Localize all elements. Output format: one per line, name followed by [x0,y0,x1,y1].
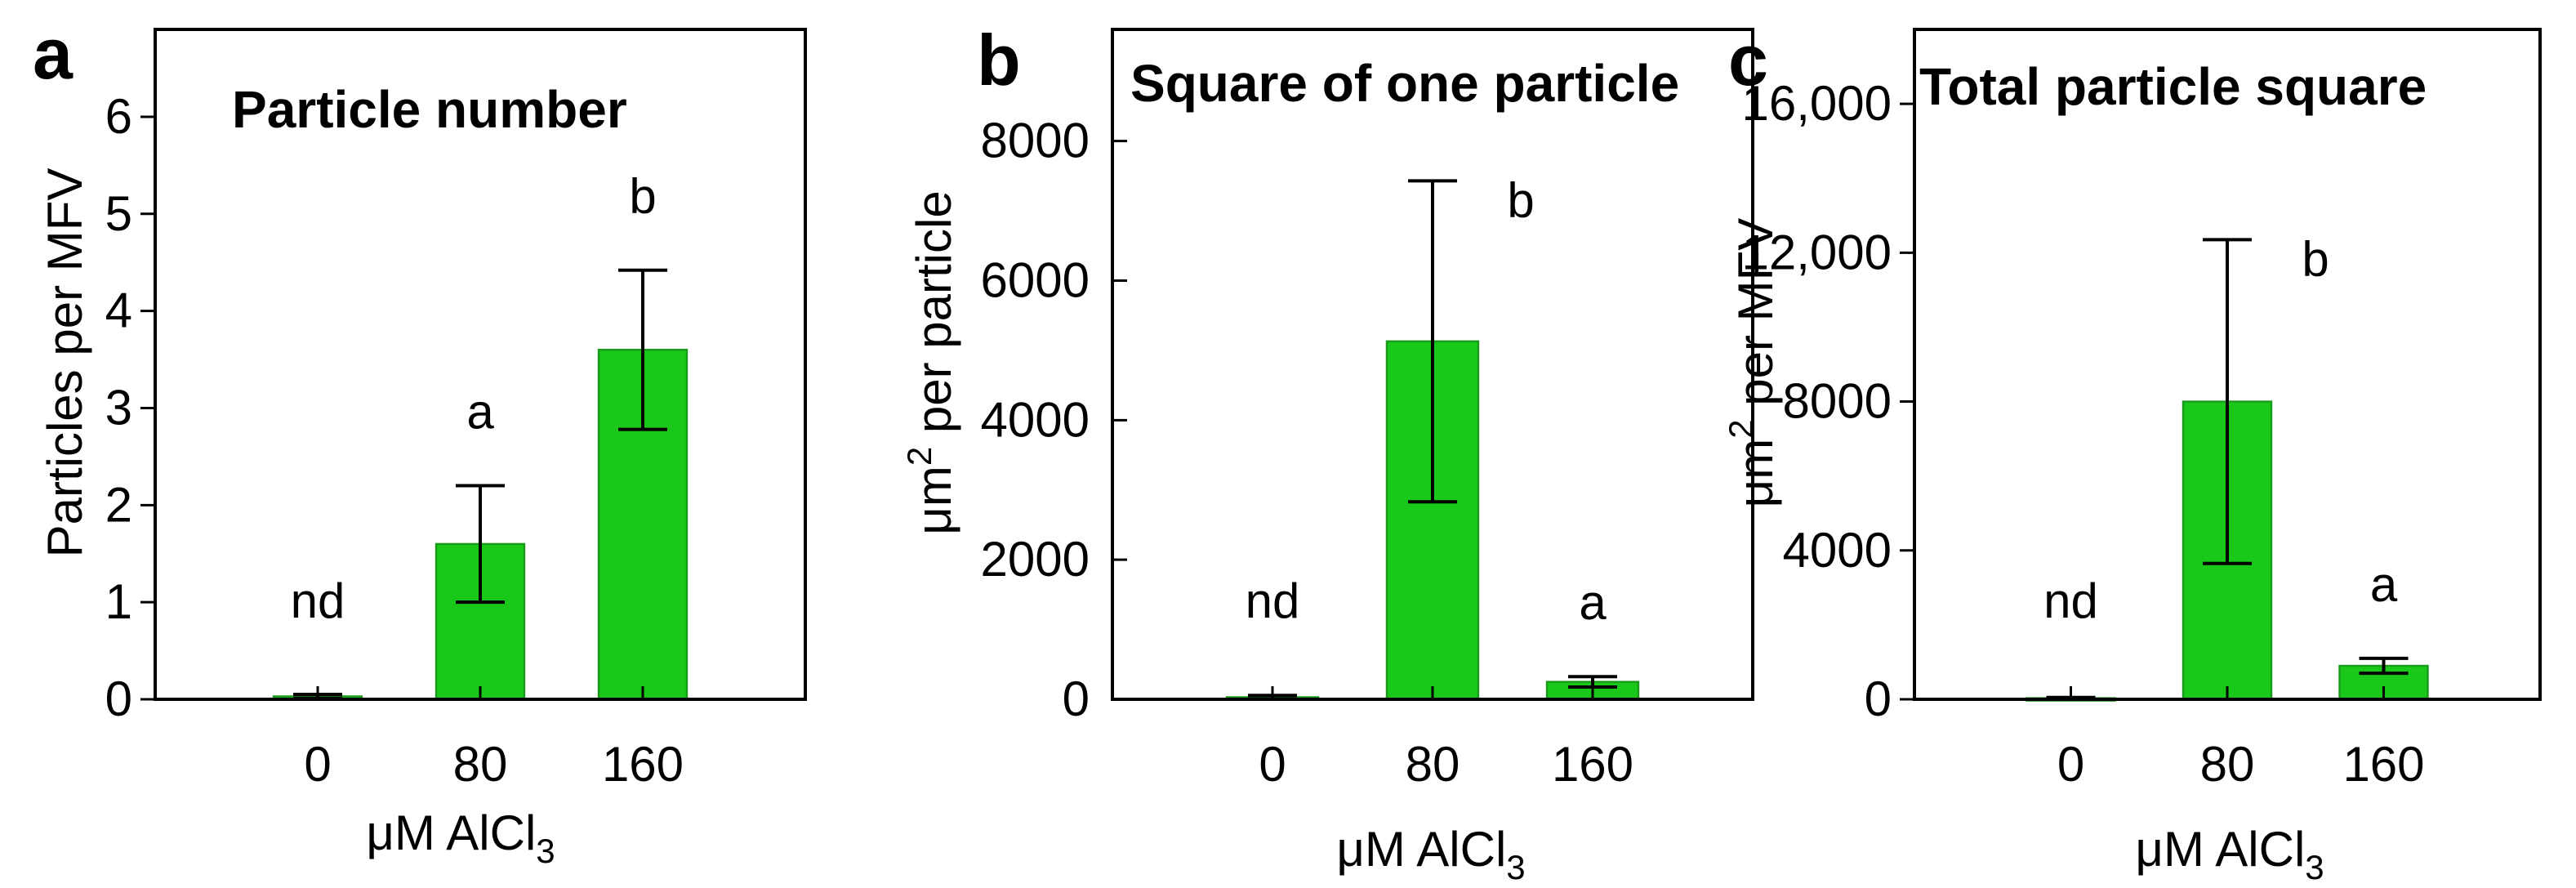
x-tick-label-160: 160 [602,737,684,792]
y-axis-label-rest: per particle [907,190,961,446]
significance-label-160: a [2370,557,2398,612]
y-axis-label: Particles per MFV [38,168,92,558]
y-tick-label: 0 [1063,672,1090,726]
x-tick-label-80: 80 [453,737,508,792]
x-axis-label: μM AlCl3 [366,805,555,870]
y-tick-label: 12,000 [1741,225,1892,279]
y-axis-label-main: μm [1728,439,1783,508]
x-tick-label-0: 0 [1259,737,1286,792]
x-tick-label-160: 160 [1552,737,1633,792]
y-tick-label: 5 [105,186,132,241]
x-axis-label: μM AlCl3 [1336,822,1525,886]
y-tick-label: 2 [105,477,132,532]
y-tick-label: 4000 [981,392,1090,447]
significance-label-160: a [1579,575,1607,630]
panel-letter: a [33,13,74,94]
y-tick-label: 8000 [981,114,1090,168]
y-axis-label: μm2 per MFV [1722,218,1783,508]
y-tick-label: 0 [1865,672,1892,726]
chart-title: Square of one particle [1130,54,1679,113]
x-tick-label-0: 0 [2057,737,2084,792]
chart-title: Particle number [232,80,627,139]
chart-panel-a: a 0 1 2 3 4 5 6 nd 0 a 80 b 160 Particle number μM AlCl… [33,13,807,870]
x-tick-label-0: 0 [304,737,331,792]
significance-label-0: nd [2043,573,2098,628]
chart-panel-c: c 0 4000 8000 12,000 16,000 nd 0 b 80 a 160 Total pa… [1722,20,2542,886]
x-tick-label-160: 160 [2342,737,2424,792]
bar-160 [597,348,689,701]
x-axis-label-main: μM AlCl [366,805,536,860]
x-axis-label-subscript: 3 [1506,848,1525,886]
significance-label-160: b [629,169,656,224]
y-tick-label: 6 [105,89,132,144]
chart-title: Total particle square [1919,57,2427,116]
significance-label-0: nd [1246,573,1300,628]
y-tick-label: 8000 [1783,374,1892,429]
y-axis-label-rest: per MFV [1728,218,1783,420]
y-axis-label-superscript: 2 [900,447,938,466]
y-axis-label-main: μm [907,466,961,535]
y-tick-label: 0 [105,672,132,726]
y-axis-label-superscript: 2 [1722,419,1760,438]
x-axis-label-main: μM AlCl [2135,822,2305,877]
significance-label-80: b [1507,172,1534,227]
x-axis-label-subscript: 3 [2305,848,2324,886]
x-axis-label-subscript: 3 [536,832,555,870]
y-tick-label: 6000 [981,253,1090,308]
y-tick-label: 3 [105,380,132,435]
plot-frame [1111,28,1754,701]
significance-label-0: nd [291,573,345,628]
panel-letter: b [977,20,1021,100]
x-tick-label-80: 80 [1406,737,1460,792]
significance-label-80: b [2302,231,2329,286]
x-axis-label: μM AlCl3 [2135,822,2324,886]
y-tick-label: 16,000 [1741,76,1892,131]
x-axis-label-main: μM AlCl [1336,822,1506,877]
y-tick-label: 4000 [1783,523,1892,578]
chart-panel-b: b 0 2000 4000 6000 8000 nd 0 b 80 a 160 Square of on… [900,20,1754,886]
panel-letter: c [1728,20,1768,100]
plot-frame [1913,28,2542,701]
y-tick-label: 4 [105,283,132,338]
y-tick-label: 2000 [981,532,1090,587]
plot-frame [154,28,807,701]
y-tick-label: 1 [105,574,132,629]
significance-label-80: a [466,385,494,440]
y-axis-label: μm2 per particle [900,190,961,534]
x-tick-label-80: 80 [2200,737,2255,792]
